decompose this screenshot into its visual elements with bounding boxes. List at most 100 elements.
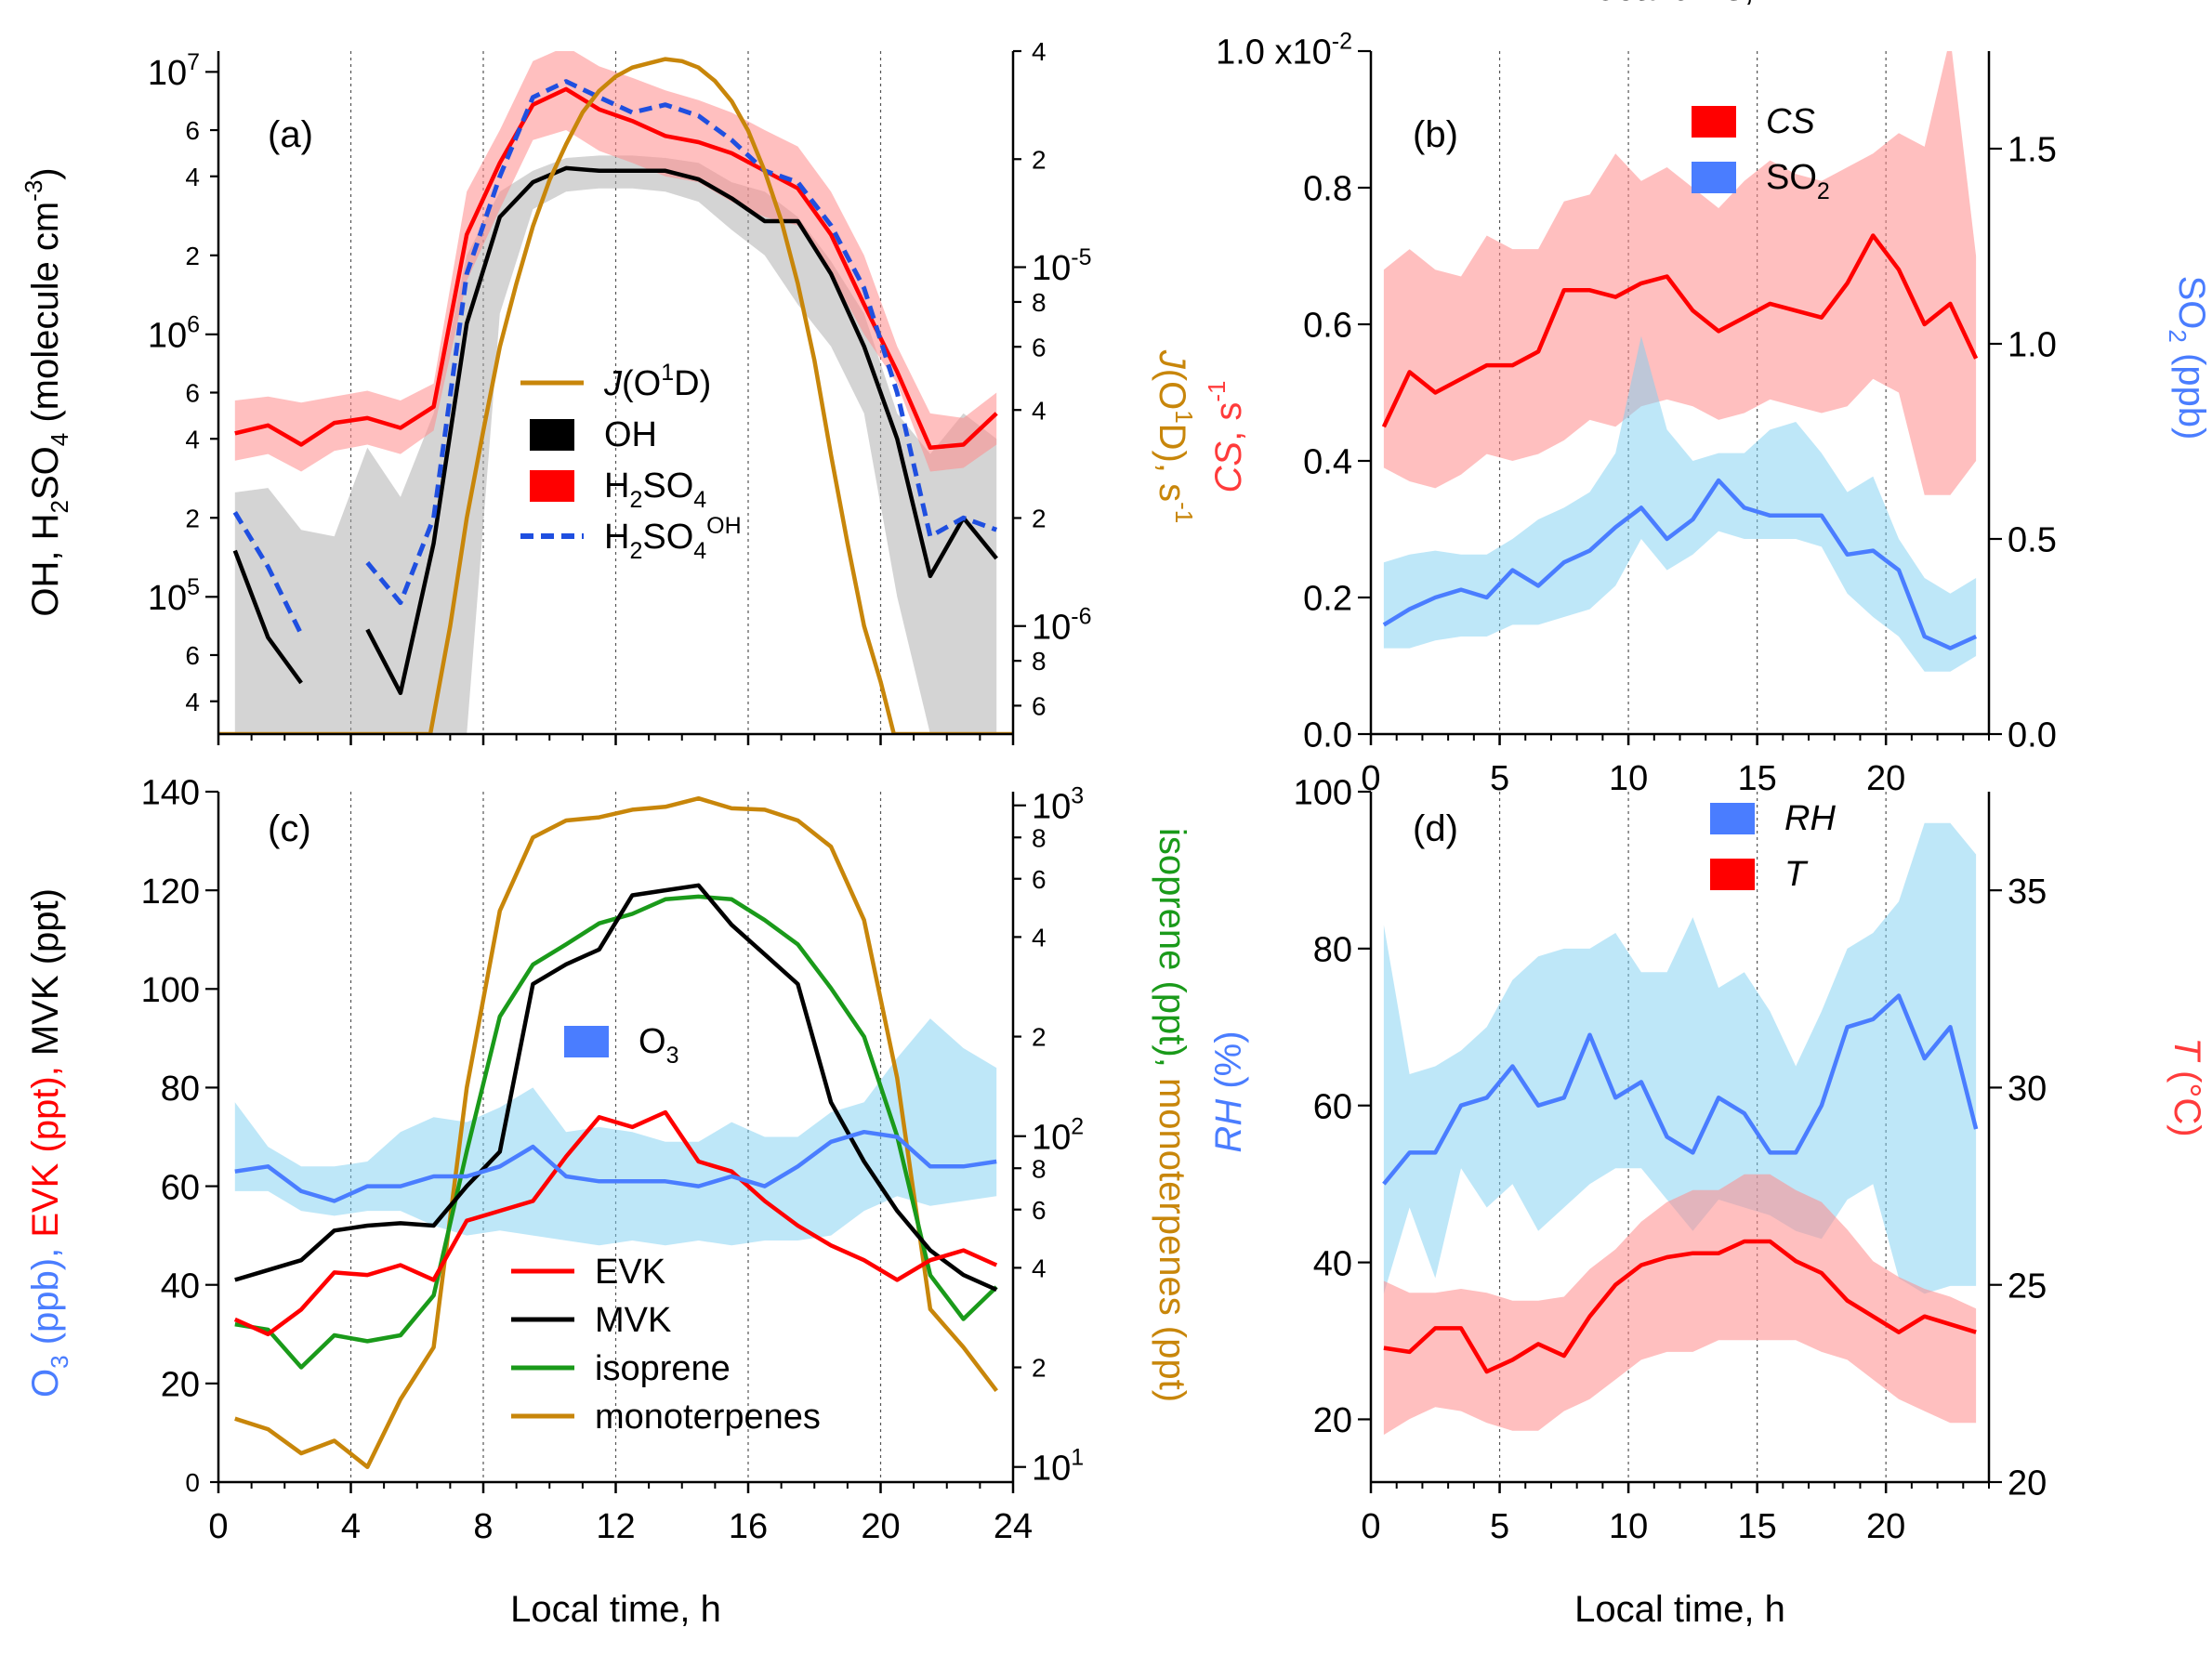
legend-item: H2SO4OH: [520, 513, 742, 564]
y-right-tick-label: 6: [1032, 865, 1047, 894]
legend-label-part: 4: [693, 487, 706, 513]
tick-label-base: 6: [185, 641, 200, 670]
legend-label: OH: [604, 415, 657, 454]
legend-item: SO2: [1692, 158, 1830, 204]
legend-label-part: CS: [1766, 102, 1815, 141]
tick-label-base: 10: [1032, 1449, 1071, 1488]
tick-label-base: 6: [1032, 333, 1047, 361]
y-right-tick-label: 8: [1032, 647, 1047, 676]
tick-label-base: 6: [185, 116, 200, 145]
legend-item: H2SO4: [530, 466, 706, 513]
legend-label: RH: [1784, 799, 1836, 838]
y-axis-title-right: SO2 (ppb): [2164, 276, 2212, 440]
panel-b: 0 5 10 15 200.00.20.40.60.81.0 x10-20.00.51.…: [1203, 29, 2212, 1630]
y-axis-title-left-part: MVK (ppt): [25, 888, 66, 1056]
legend-label: EVK: [595, 1253, 665, 1292]
legend-label-part: D): [674, 364, 711, 403]
y-axis-title-left-part: -3: [20, 180, 47, 202]
tick-label-base: 0.6: [1303, 307, 1352, 346]
tick-label-base: 80: [1313, 931, 1352, 970]
y-axis-title-left-part: -1: [1203, 381, 1231, 402]
tick-label-base: 10: [148, 579, 187, 618]
legend-label: monoterpenes: [595, 1398, 821, 1437]
y-axis-title-right: T (°C): [2166, 1037, 2207, 1136]
y-right-tick-label: 0.0: [2008, 716, 2057, 755]
y-left-tick-label: 20: [1313, 1401, 1352, 1440]
y-left-tick-label: 80: [1313, 931, 1352, 970]
panel-label: (b): [1413, 114, 1458, 155]
y-right-tick-label: 102: [1032, 1113, 1084, 1157]
tick-label-exponent: 1: [1071, 1444, 1084, 1470]
tick-label-base: 1.0 x10: [1216, 33, 1332, 72]
y-left-tick-label: 0.6: [1303, 307, 1352, 346]
y-axis-title-left-part: O: [25, 1369, 66, 1398]
tick-label-base: 0.4: [1303, 443, 1352, 482]
series-line-so2: [1382, 478, 1978, 650]
y-right-tick-label: 4: [1032, 923, 1047, 952]
legend-label-part: H: [604, 466, 629, 505]
y-axis-title-left-part: SO: [25, 446, 66, 500]
tick-label-base: 100: [1294, 774, 1352, 813]
legend-label-part: OH: [604, 415, 657, 454]
y-right-tick-label: 1.0: [2008, 326, 2057, 365]
y-right-tick-label: 4: [1032, 37, 1047, 66]
legend-label: H2SO4: [604, 466, 706, 513]
legend-label-part: H: [604, 518, 629, 557]
tick-label-base: 140: [141, 774, 200, 813]
y-axis-title-left-part: EVK (ppt),: [25, 1056, 66, 1238]
tick-label-exponent: -5: [1071, 244, 1091, 270]
y-right-tick-label: 103: [1032, 782, 1084, 826]
tick-label-base: 8: [1032, 823, 1047, 852]
series-line-h2so4-oh: [232, 511, 304, 636]
tick-label-base: 6: [1032, 691, 1047, 720]
y-right-tick-label: 8: [1032, 1154, 1047, 1183]
x-axis-title: Local time, h: [510, 1589, 721, 1630]
y-right-tick-label: 2: [1032, 505, 1047, 533]
series-line-cs: [1381, 233, 1979, 428]
tick-label-base: 30: [2008, 1070, 2047, 1109]
panel-label: (a): [268, 114, 313, 155]
tick-label-base: 20: [1313, 1401, 1352, 1440]
y-right-tick-label: 1.5: [2008, 131, 2057, 170]
y-left-tick-label: 106: [148, 312, 200, 356]
legend-label-part: SO: [642, 518, 693, 557]
tick-label-base: 8: [1032, 647, 1047, 676]
y-axis-title-left: RH (%): [1208, 1030, 1249, 1152]
tick-label-base: 4: [185, 688, 200, 716]
legend-label: SO2: [1766, 158, 1830, 204]
tick-label-base: 4: [1032, 923, 1047, 952]
y-axis-title-right: J(O1D), s-1: [1152, 349, 1198, 523]
legend-swatch: [1710, 803, 1755, 834]
x-tick-label: 0: [1361, 759, 1380, 798]
y-right-tick-label: 6: [1032, 691, 1047, 720]
tick-label-exponent: -2: [1332, 29, 1352, 55]
y-left-tick-label: 6: [185, 641, 200, 670]
tick-label-base: 2: [185, 504, 200, 532]
y-axis-title-right: isoprene (ppt), monoterpenes (ppt): [1152, 828, 1192, 1402]
legend-swatch: [1710, 859, 1755, 890]
tick-label-base: 2: [1032, 505, 1047, 533]
tick-label-base: 25: [2008, 1267, 2047, 1306]
series-line-h2so4: [234, 86, 998, 451]
y-right-tick-label: 2: [1032, 1354, 1047, 1383]
tick-label-exponent: 6: [187, 312, 200, 338]
tick-label-base: 100: [141, 971, 200, 1010]
tick-label-base: 6: [1032, 865, 1047, 894]
series-line-oh: [232, 549, 303, 685]
y-axis-title-right-part: isoprene (ppt),: [1152, 828, 1192, 1078]
tick-label-base: 0.0: [1303, 716, 1352, 755]
y-left-tick-label: 0.0: [1303, 716, 1352, 755]
y-left-tick-label: 0: [185, 1468, 200, 1497]
x-tick-label: 15: [1737, 1507, 1776, 1546]
tick-label-base: 0: [185, 1468, 200, 1497]
y-right-tick-label: 2: [1032, 1023, 1047, 1052]
tick-label-base: 1.5: [2008, 131, 2057, 170]
tick-label-base: 8: [1032, 288, 1047, 317]
y-axis-title-right-part: 1: [1170, 410, 1198, 423]
y-left-tick-label: 4: [185, 163, 200, 191]
range-band-1: [1383, 1174, 1977, 1436]
legend-label-part: 1: [661, 360, 674, 386]
y-right-tick-label: 0.5: [2008, 521, 2057, 560]
